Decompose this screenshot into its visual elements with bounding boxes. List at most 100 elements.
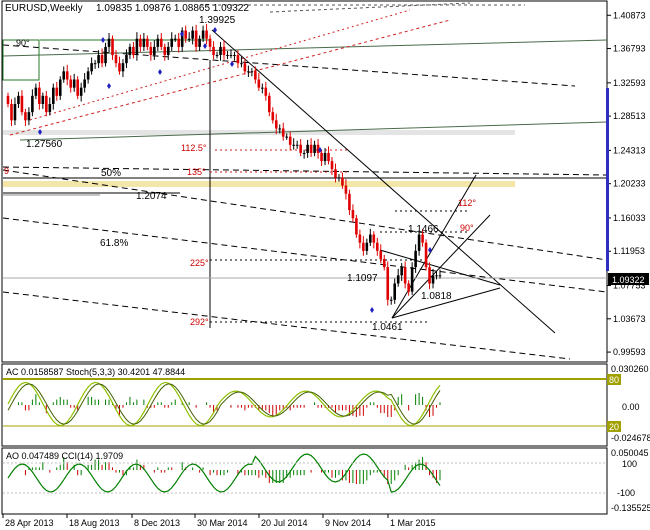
candle-body bbox=[111, 38, 114, 56]
candle-body bbox=[13, 103, 17, 121]
fractal-diamond bbox=[203, 43, 207, 49]
candle-body bbox=[414, 250, 417, 268]
candle-body bbox=[299, 144, 302, 153]
candle-body bbox=[330, 161, 334, 170]
candle-body bbox=[20, 95, 24, 113]
candle-body bbox=[309, 144, 313, 153]
candle-body bbox=[292, 144, 295, 146]
candle-body bbox=[48, 103, 52, 113]
fib-label-50: 50% bbox=[101, 168, 121, 179]
fractal-diamond bbox=[38, 129, 42, 135]
candle-body bbox=[156, 38, 160, 47]
candle-body bbox=[104, 46, 107, 64]
candle-body bbox=[247, 71, 250, 73]
candle-body bbox=[375, 242, 379, 251]
price-label-1-0461: 1.0461 bbox=[372, 322, 403, 333]
fractal-diamond bbox=[158, 69, 162, 75]
candle-body bbox=[125, 55, 128, 64]
angle-label-90-left: 90° bbox=[16, 38, 30, 48]
candle-body bbox=[86, 71, 90, 80]
candle-body bbox=[233, 55, 236, 57]
candle-body bbox=[355, 218, 358, 235]
time-tick-label: 1 Mar 2015 bbox=[390, 518, 436, 528]
candle-body bbox=[72, 79, 76, 88]
fractal-diamond bbox=[318, 147, 322, 153]
chart-header-symbol: EURUSD,Weekly bbox=[5, 3, 83, 14]
level-20-tag bbox=[607, 421, 621, 432]
candle-body bbox=[146, 38, 149, 47]
price-tick-label: 1.36793 bbox=[613, 44, 646, 54]
price-tick-label: 1.03673 bbox=[613, 314, 646, 324]
fractal-diamond bbox=[428, 247, 432, 253]
fractal-diamond bbox=[230, 61, 234, 67]
candle-body bbox=[90, 63, 93, 72]
candle-body bbox=[424, 242, 428, 268]
candle-body bbox=[62, 71, 66, 80]
candle-body bbox=[271, 112, 275, 121]
candle-body bbox=[362, 242, 365, 251]
trend-line bbox=[2, 169, 608, 261]
trend-line bbox=[19, 121, 608, 141]
candle-body bbox=[24, 112, 27, 121]
candle-body bbox=[51, 87, 55, 104]
candle-body bbox=[135, 38, 139, 56]
candle-body bbox=[139, 38, 142, 47]
time-tick-label: 8 Dec 2013 bbox=[134, 518, 180, 528]
angle-label-112-5: 112.5° bbox=[181, 143, 207, 153]
candle-body bbox=[128, 46, 132, 56]
candle-body bbox=[69, 79, 73, 88]
time-tick-label: 18 Aug 2013 bbox=[69, 518, 120, 528]
candle-body bbox=[438, 275, 442, 277]
candlesticks bbox=[6, 24, 442, 306]
level-20-label: 20 bbox=[609, 422, 619, 432]
price-label-1-39925: 1.39925 bbox=[199, 15, 236, 26]
candle-body bbox=[142, 38, 146, 47]
fractal-diamond bbox=[101, 37, 105, 43]
candle-body bbox=[55, 87, 59, 96]
candle-body bbox=[274, 120, 278, 129]
time-tick-label: 28 Apr 2013 bbox=[5, 518, 54, 528]
candle-body bbox=[393, 283, 397, 300]
candle-body bbox=[97, 55, 100, 64]
trend-line bbox=[211, 29, 556, 334]
candle-body bbox=[58, 79, 62, 96]
current-price-tag bbox=[608, 273, 649, 285]
current-price-value: 1.09322 bbox=[612, 275, 645, 285]
candle-body bbox=[170, 38, 174, 47]
gann-box bbox=[2, 39, 40, 81]
price-tick-label: 1.32593 bbox=[613, 78, 646, 88]
candle-body bbox=[159, 38, 163, 47]
candle-body bbox=[191, 30, 194, 39]
candle-body bbox=[278, 128, 282, 130]
candle-body bbox=[118, 63, 121, 72]
candle-body bbox=[410, 267, 414, 292]
cci-line bbox=[7, 453, 441, 493]
scroll-indicator[interactable] bbox=[606, 88, 609, 271]
candle-body bbox=[400, 267, 403, 276]
candle-body bbox=[327, 152, 330, 162]
candle-body bbox=[341, 177, 344, 186]
trend-line bbox=[29, 9, 411, 121]
price-tick-label: 1.11953 bbox=[613, 246, 645, 256]
candle-body bbox=[201, 30, 205, 39]
trend-line bbox=[2, 217, 608, 293]
trend-line bbox=[391, 174, 477, 319]
candle-body bbox=[229, 55, 233, 57]
trend-line bbox=[2, 166, 608, 176]
angle-label-135: 135° bbox=[187, 167, 206, 177]
candle-body bbox=[6, 95, 10, 104]
trend-line bbox=[9, 19, 451, 136]
candle-body bbox=[34, 87, 38, 96]
candle-body bbox=[403, 267, 407, 284]
candle-body bbox=[382, 259, 386, 268]
angle-label-90-right: 90° bbox=[460, 223, 474, 233]
ao-tick-top: 0.050045 bbox=[611, 448, 649, 458]
candle-body bbox=[396, 275, 400, 284]
price-tick-label: 0.99593 bbox=[613, 347, 646, 357]
price-tick-label: 1.40873 bbox=[613, 10, 646, 20]
candle-body bbox=[334, 169, 337, 178]
price-axis: 1.40873 1.36793 1.32593 1.28513 1.24313 1.202… bbox=[607, 10, 646, 357]
candle-body bbox=[240, 63, 243, 65]
candle-body bbox=[173, 38, 177, 40]
chart-header-ohlc: 1.09835 1.09876 1.08865 1.09322 bbox=[96, 3, 249, 14]
